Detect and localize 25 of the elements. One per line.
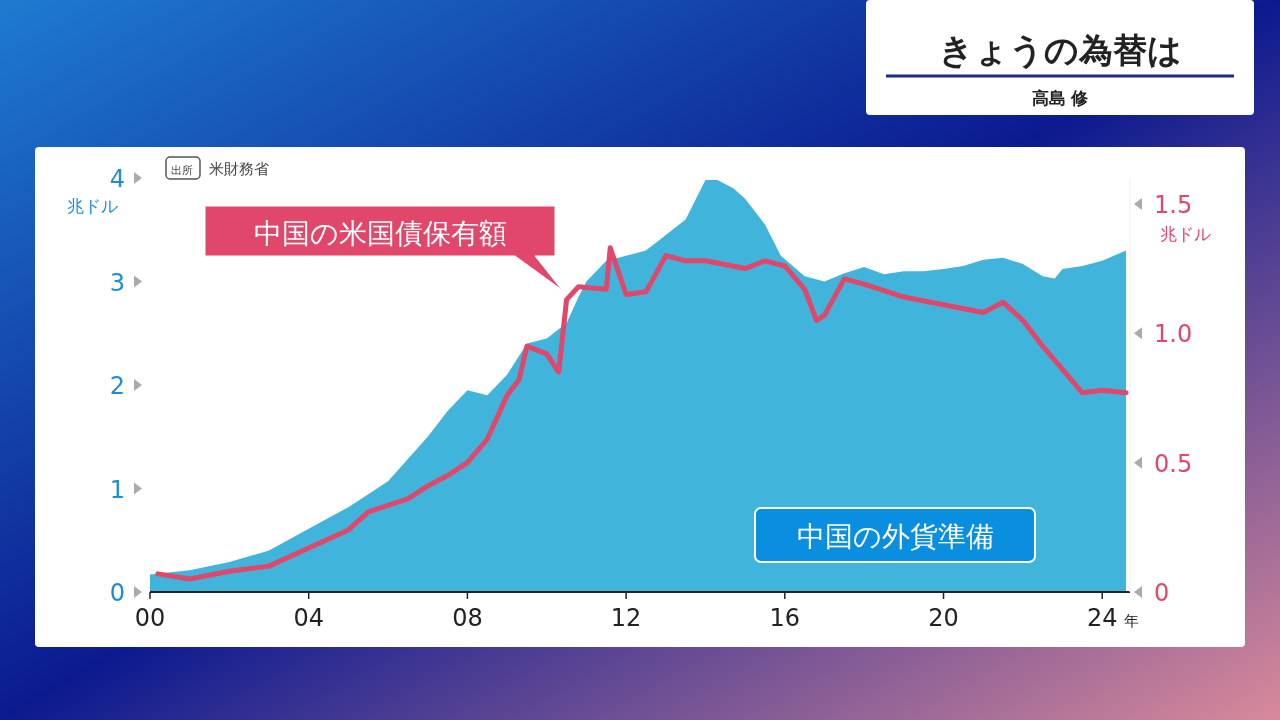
y2-tick-label: 0: [1154, 579, 1170, 607]
x-tick-label: 20: [928, 604, 959, 632]
x-axis-title: 年: [1124, 612, 1140, 630]
series-label: 中国の外貨準備: [796, 520, 994, 553]
chart-title: きょうの為替は: [938, 30, 1182, 70]
y2-tick-label: 0.5: [1154, 449, 1193, 478]
x-tick-label: 04: [293, 604, 324, 632]
y-tick-label: 3: [109, 268, 125, 297]
y2-tick-label: 1.0: [1154, 320, 1193, 349]
chart-subtitle: 高島 修: [1031, 88, 1090, 108]
y2-axis-title: 兆ドル: [1159, 224, 1211, 244]
x-tick-label: 24: [1086, 604, 1118, 632]
y-tick-label: 0: [109, 579, 125, 607]
x-tick-label: 16: [769, 604, 801, 632]
text: 中国の米国債保有額: [253, 217, 507, 250]
y-tick-label: 1: [109, 475, 125, 504]
y2-tick-label: 1.5: [1154, 190, 1193, 219]
annotation: 米財務省: [209, 160, 269, 178]
x-tick-label: 08: [452, 604, 483, 632]
x-tick-label: 00: [134, 604, 166, 632]
y-tick-label: 4: [109, 165, 125, 193]
x-tick-label: 12: [610, 604, 642, 632]
y-tick-label: 2: [109, 372, 125, 400]
y-axis-title: 兆ドル: [66, 196, 118, 216]
text: 出所: [171, 164, 193, 177]
